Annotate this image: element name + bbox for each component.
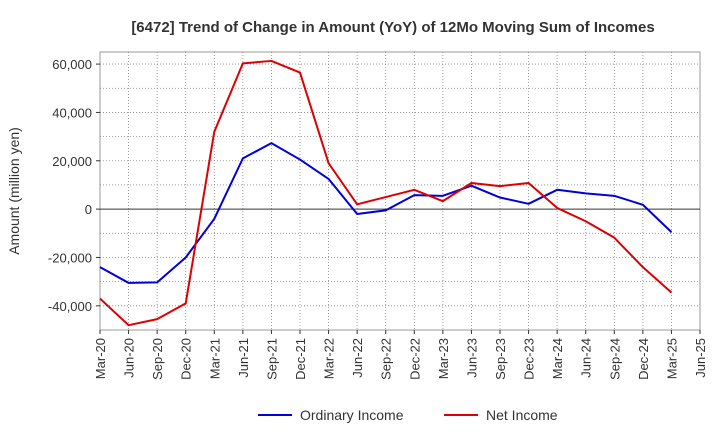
y-tick-label: -20,000: [48, 250, 92, 265]
series-lines: [99, 59, 673, 327]
x-tick-label: Dec-23: [522, 338, 537, 380]
y-tick-label: 60,000: [52, 57, 92, 72]
legend-label-ordinary-income: Ordinary Income: [300, 407, 404, 423]
y-tick-label: 20,000: [52, 154, 92, 169]
x-tick-label: Jun-22: [350, 338, 365, 378]
x-tick-label: Mar-24: [550, 338, 565, 379]
y-tick-label: 0: [85, 202, 92, 217]
x-tick-label: Jun-24: [579, 338, 594, 378]
x-tick-label: Mar-23: [436, 338, 451, 379]
plot-area: [99, 51, 701, 331]
x-tick-label: Jun-20: [122, 338, 137, 378]
x-tick-label: Mar-21: [207, 338, 222, 379]
x-tick-label: Jun-23: [464, 338, 479, 378]
y-tick-label: 40,000: [52, 105, 92, 120]
legend-label-net-income: Net Income: [486, 407, 558, 423]
x-tick-label: Mar-20: [93, 338, 108, 379]
axes: -40,000 -20,000 0 20,000 40,000 60,000 Mar-20 J…: [48, 57, 708, 380]
x-tick-label: Dec-24: [636, 338, 651, 380]
x-tick-label: Dec-20: [179, 338, 194, 380]
x-tick-label: Sep-22: [379, 338, 394, 380]
x-tick-label: Dec-21: [293, 338, 308, 380]
x-tick-label: Jun-21: [236, 338, 251, 378]
x-tick-label: Sep-23: [493, 338, 508, 380]
grid: [99, 51, 701, 331]
y-axis-label: Amount (million yen): [6, 127, 22, 255]
x-tick-label: Mar-22: [322, 338, 337, 379]
series-line-ordinary-income: [99, 142, 673, 284]
x-tick-label: Jun-25: [693, 338, 708, 378]
series-line-net-income: [99, 59, 673, 327]
y-tick-label: -40,000: [48, 299, 92, 314]
chart-title: [6472] Trend of Change in Amount (YoY) o…: [131, 19, 654, 36]
x-tick-label: Dec-22: [407, 338, 422, 380]
x-tick-label: Sep-20: [150, 338, 165, 380]
x-tick-label: Mar-25: [664, 338, 679, 379]
x-tick-label: Sep-21: [264, 338, 279, 380]
x-tick-label: Sep-24: [607, 338, 622, 380]
legend: Ordinary Income Net Income: [258, 407, 558, 423]
